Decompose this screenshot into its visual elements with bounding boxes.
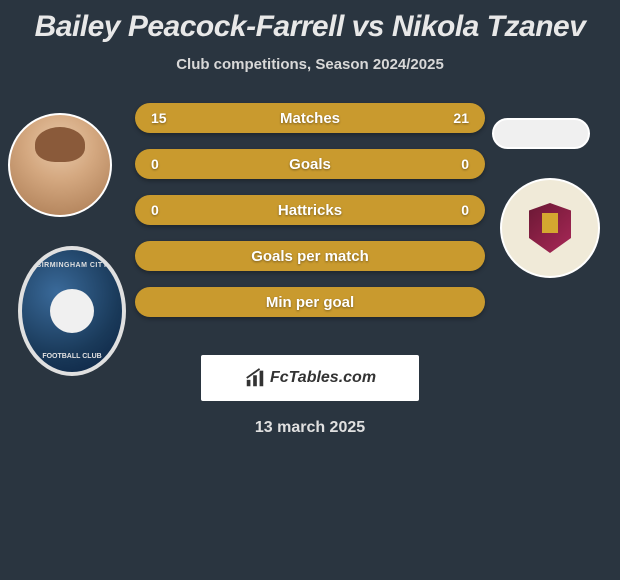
stat-row-matches: 15 Matches 21 — [135, 103, 485, 133]
stat-row-goals-per-match: Goals per match — [135, 241, 485, 271]
stat-right-value: 0 — [461, 156, 469, 172]
stat-label: Hattricks — [278, 202, 342, 219]
stat-label: Min per goal — [266, 294, 354, 311]
chart-icon — [244, 367, 266, 389]
stat-label: Goals per match — [251, 248, 369, 265]
player-right-avatar — [492, 118, 590, 149]
player-left-avatar — [8, 113, 112, 217]
stat-right-value: 0 — [461, 202, 469, 218]
stat-label: Matches — [280, 110, 340, 127]
subtitle: Club competitions, Season 2024/2025 — [0, 56, 620, 73]
stat-right-value: 21 — [453, 110, 469, 126]
brand-badge[interactable]: FcTables.com — [201, 355, 419, 401]
stat-row-goals: 0 Goals 0 — [135, 149, 485, 179]
comparison-panel: 15 Matches 21 0 Goals 0 0 Hattricks 0 Go… — [0, 103, 620, 437]
stats-bars: 15 Matches 21 0 Goals 0 0 Hattricks 0 Go… — [135, 103, 485, 317]
club-right-badge — [500, 178, 600, 278]
stat-label: Goals — [289, 156, 331, 173]
brand-text: FcTables.com — [270, 369, 376, 387]
stat-row-min-per-goal: Min per goal — [135, 287, 485, 317]
club-left-badge — [18, 246, 126, 376]
stat-left-value: 0 — [151, 156, 159, 172]
date-label: 13 march 2025 — [0, 419, 620, 437]
page-title: Bailey Peacock-Farrell vs Nikola Tzanev — [0, 0, 620, 44]
stat-row-hattricks: 0 Hattricks 0 — [135, 195, 485, 225]
stat-left-value: 15 — [151, 110, 167, 126]
stat-left-value: 0 — [151, 202, 159, 218]
